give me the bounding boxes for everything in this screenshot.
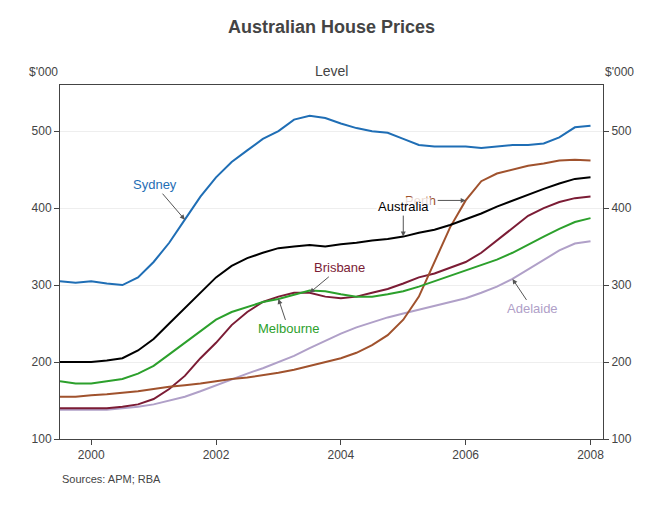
svg-text:2002: 2002 bbox=[203, 448, 230, 462]
svg-text:Sydney: Sydney bbox=[133, 177, 177, 192]
svg-text:300: 300 bbox=[32, 278, 52, 292]
svg-text:Australia: Australia bbox=[378, 199, 429, 214]
svg-text:$'000: $'000 bbox=[605, 65, 634, 79]
svg-text:Brisbane: Brisbane bbox=[314, 260, 365, 275]
svg-text:2000: 2000 bbox=[78, 448, 105, 462]
svg-text:Perth: Perth bbox=[405, 193, 436, 208]
svg-text:200: 200 bbox=[32, 355, 52, 369]
svg-text:400: 400 bbox=[32, 201, 52, 215]
svg-text:300: 300 bbox=[611, 278, 631, 292]
svg-text:Adelaide: Adelaide bbox=[507, 301, 558, 316]
svg-text:2004: 2004 bbox=[328, 448, 355, 462]
svg-text:2008: 2008 bbox=[577, 448, 604, 462]
svg-text:Australian House Prices: Australian House Prices bbox=[228, 17, 435, 37]
svg-text:200: 200 bbox=[611, 355, 631, 369]
svg-text:Melbourne: Melbourne bbox=[258, 321, 319, 336]
svg-text:Sources: APM; RBA: Sources: APM; RBA bbox=[62, 473, 161, 485]
svg-text:400: 400 bbox=[611, 201, 631, 215]
svg-text:500: 500 bbox=[32, 124, 52, 138]
svg-text:2006: 2006 bbox=[452, 448, 479, 462]
svg-text:$'000: $'000 bbox=[29, 65, 58, 79]
svg-text:100: 100 bbox=[32, 432, 52, 446]
svg-text:Level: Level bbox=[315, 63, 348, 79]
svg-text:100: 100 bbox=[611, 432, 631, 446]
svg-text:500: 500 bbox=[611, 124, 631, 138]
